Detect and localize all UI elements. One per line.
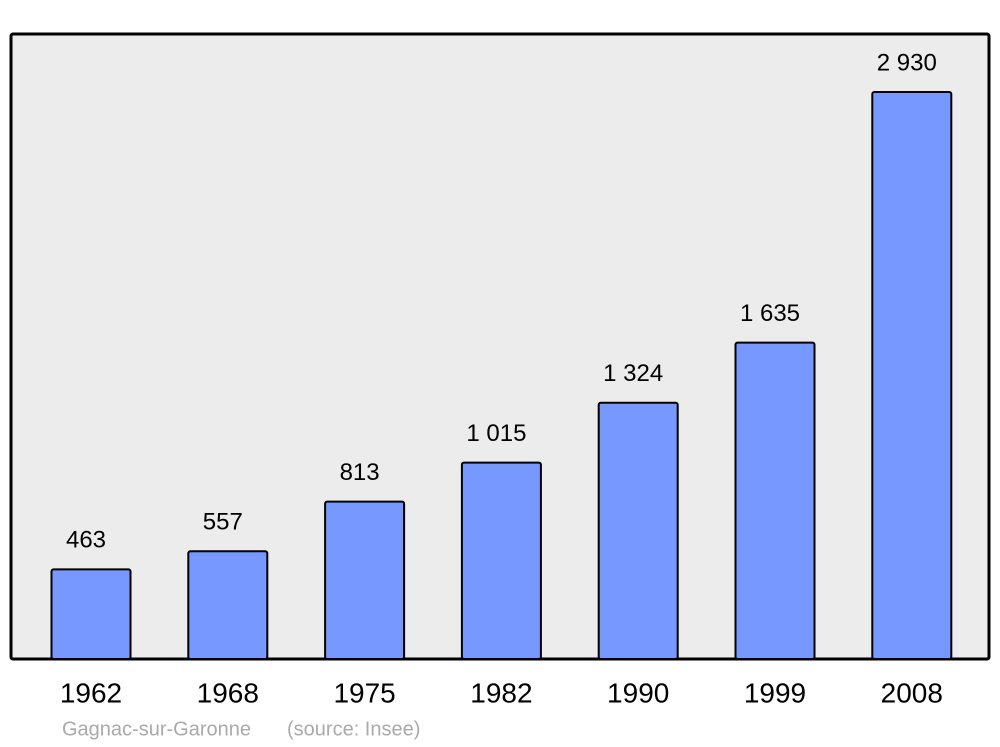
bar	[871, 91, 953, 660]
value-label: 1 324	[603, 360, 663, 387]
bar	[324, 500, 406, 661]
value-label: 813	[340, 459, 380, 486]
value-label: 1 635	[740, 300, 800, 327]
bar	[460, 461, 542, 660]
bar	[597, 401, 679, 660]
x-tick-label: 1968	[197, 677, 259, 708]
chart-title: Gagnac-sur-Garonne	[62, 718, 251, 740]
value-label: 463	[66, 527, 106, 554]
x-tick-label: 1975	[333, 677, 395, 708]
x-tick-label: 2008	[881, 677, 943, 708]
x-tick-label: 1999	[744, 677, 806, 708]
x-tick-label: 1982	[470, 677, 532, 708]
value-label: 2 930	[877, 49, 937, 76]
bar	[187, 550, 269, 661]
bar	[50, 568, 132, 661]
value-label: 557	[203, 509, 243, 536]
value-label: 1 015	[466, 420, 526, 447]
x-tick-label: 1962	[60, 677, 122, 708]
x-tick-label: 1990	[607, 677, 669, 708]
bar	[734, 341, 816, 660]
source-note: (source: Insee)	[287, 718, 420, 740]
